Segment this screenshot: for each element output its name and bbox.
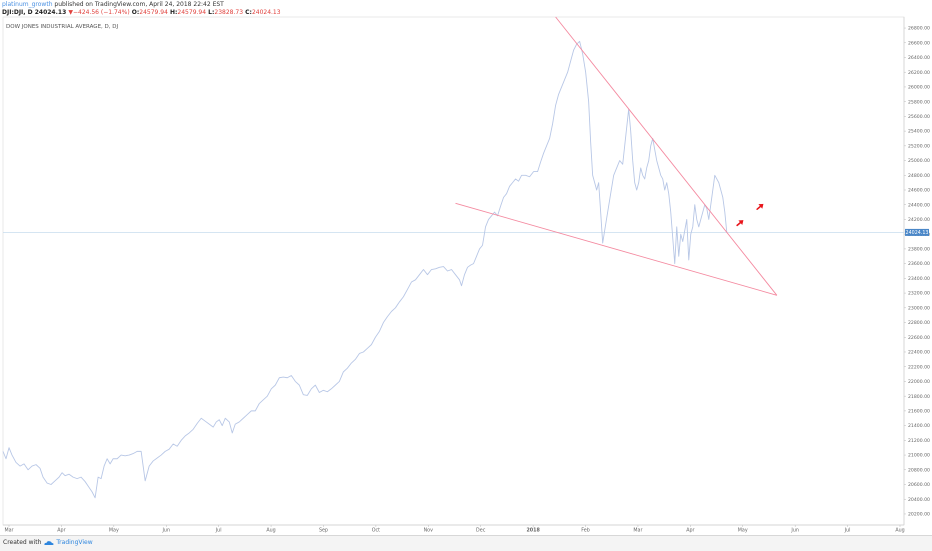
y-axis-ticks: 26800.00 26600.00 26400.00 26200.00 26000.00…: [904, 26, 930, 518]
x-tick-label: Apr: [57, 528, 65, 534]
x-tick-label: Sep: [319, 528, 328, 534]
x-tick-label: Jun: [790, 528, 799, 534]
x-tick-label: Mar: [4, 528, 13, 534]
x-tick-label: Apr: [686, 528, 694, 534]
open-label: O:: [131, 9, 140, 16]
y-tick-label: 23400.00: [908, 276, 930, 282]
tradingview-cloud-icon: [44, 540, 54, 545]
arrow-annotations: [736, 203, 764, 227]
y-tick-label: 26000.00: [908, 85, 930, 91]
x-tick-label: Feb: [581, 528, 590, 534]
y-tick-label: 21400.00: [908, 423, 930, 429]
x-tick-label: Dec: [476, 528, 486, 534]
high-value: 24579.94: [177, 9, 207, 16]
x-tick-label: Jul: [844, 528, 851, 534]
last-price-badge: [905, 228, 929, 236]
last-price: 24024.13: [34, 9, 67, 16]
last-price-badge-text: 24024.13: [906, 230, 929, 236]
y-tick-label: 25000.00: [908, 158, 930, 164]
y-tick-label: 20400.00: [908, 497, 930, 503]
x-tick-label: 2018: [526, 528, 540, 534]
y-tick-label: 22800.00: [908, 320, 930, 326]
chart-title: DOW JONES INDUSTRIAL AVERAGE, D, DJ: [6, 24, 119, 30]
y-tick-label: 26600.00: [908, 40, 930, 46]
y-tick-label: 24400.00: [908, 202, 930, 208]
x-tick-label: Oct: [372, 528, 380, 534]
y-tick-label: 26400.00: [908, 55, 930, 61]
high-label: H:: [170, 9, 178, 16]
y-tick-label: 22600.00: [908, 335, 930, 341]
x-tick-label: Aug: [266, 528, 275, 534]
y-tick-label: 26800.00: [908, 26, 930, 32]
y-tick-label: 24800.00: [908, 173, 930, 179]
close-value: 24024.13: [251, 9, 281, 16]
y-tick-label: 24600.00: [908, 188, 930, 194]
footer-bar: Created with TradingView: [0, 535, 932, 551]
trendlines: [455, 16, 778, 296]
plot-area[interactable]: [2, 16, 905, 526]
open-value: 24579.94: [139, 9, 168, 16]
y-tick-label: 22000.00: [908, 379, 930, 385]
trendline-1: [555, 16, 778, 296]
x-tick-label: Mar: [633, 528, 642, 534]
y-tick-label: 23600.00: [908, 261, 930, 267]
y-tick-label: 25400.00: [908, 129, 930, 135]
x-tick-label: May: [738, 528, 748, 534]
y-tick-label: 26200.00: [908, 70, 930, 76]
price-series-line: [2, 40, 728, 499]
y-tick-label: 25200.00: [908, 143, 930, 149]
low-label: L:: [208, 9, 215, 16]
change-arrow-icon: ▼: [68, 9, 73, 16]
y-tick-label: 21800.00: [908, 394, 930, 400]
x-tick-label: Aug: [895, 528, 904, 534]
change-value: −424.56 (−1.74%): [72, 9, 130, 16]
x-tick-label: Jul: [215, 528, 222, 534]
y-tick-label: 20600.00: [908, 482, 930, 488]
y-tick-label: 21000.00: [908, 453, 930, 459]
publish-info: published on TradingView.com, April 24, …: [54, 1, 224, 8]
y-tick-label: 20800.00: [908, 467, 930, 473]
author-link[interactable]: platinum_growth: [2, 1, 53, 8]
y-tick-label: 24200.00: [908, 217, 930, 223]
y-tick-label: 21600.00: [908, 408, 930, 414]
arrow-icon: [736, 220, 744, 227]
y-tick-label: 23800.00: [908, 247, 930, 253]
close-label: C:: [245, 9, 252, 16]
x-axis-ticks: Mar Apr May Jun Jul Aug Sep Oct Nov Dec 2018 Feb Mar…: [4, 525, 905, 534]
x-tick-label: Nov: [424, 528, 434, 534]
trendline-2: [455, 202, 777, 296]
created-with-label: Created with: [3, 539, 42, 546]
y-tick-label: 22200.00: [908, 364, 930, 370]
y-tick-label: 25800.00: [908, 99, 930, 105]
x-tick-label: Jun: [161, 528, 170, 534]
ticker-line: DJI:DJI, D 24024.13 ▼−424.56 (−1.74%) O:…: [2, 9, 922, 17]
chart-canvas[interactable]: DOW JONES INDUSTRIAL AVERAGE, D, DJ 2680…: [0, 0, 932, 535]
low-value: 23828.73: [214, 9, 244, 16]
chart-header: platinum_growth published on TradingView…: [2, 1, 922, 17]
y-tick-label: 20200.00: [908, 512, 930, 518]
x-tick-label: May: [109, 528, 119, 534]
tradingview-link[interactable]: TradingView: [56, 539, 93, 546]
arrow-icon: [756, 203, 764, 210]
symbol-label: DJI:DJI, D: [2, 9, 33, 16]
y-tick-label: 22400.00: [908, 350, 930, 356]
y-tick-label: 25600.00: [908, 114, 930, 120]
y-tick-label: 23000.00: [908, 305, 930, 311]
y-tick-label: 23200.00: [908, 291, 930, 297]
y-tick-label: 21200.00: [908, 438, 930, 444]
publish-line: platinum_growth published on TradingView…: [2, 1, 922, 9]
